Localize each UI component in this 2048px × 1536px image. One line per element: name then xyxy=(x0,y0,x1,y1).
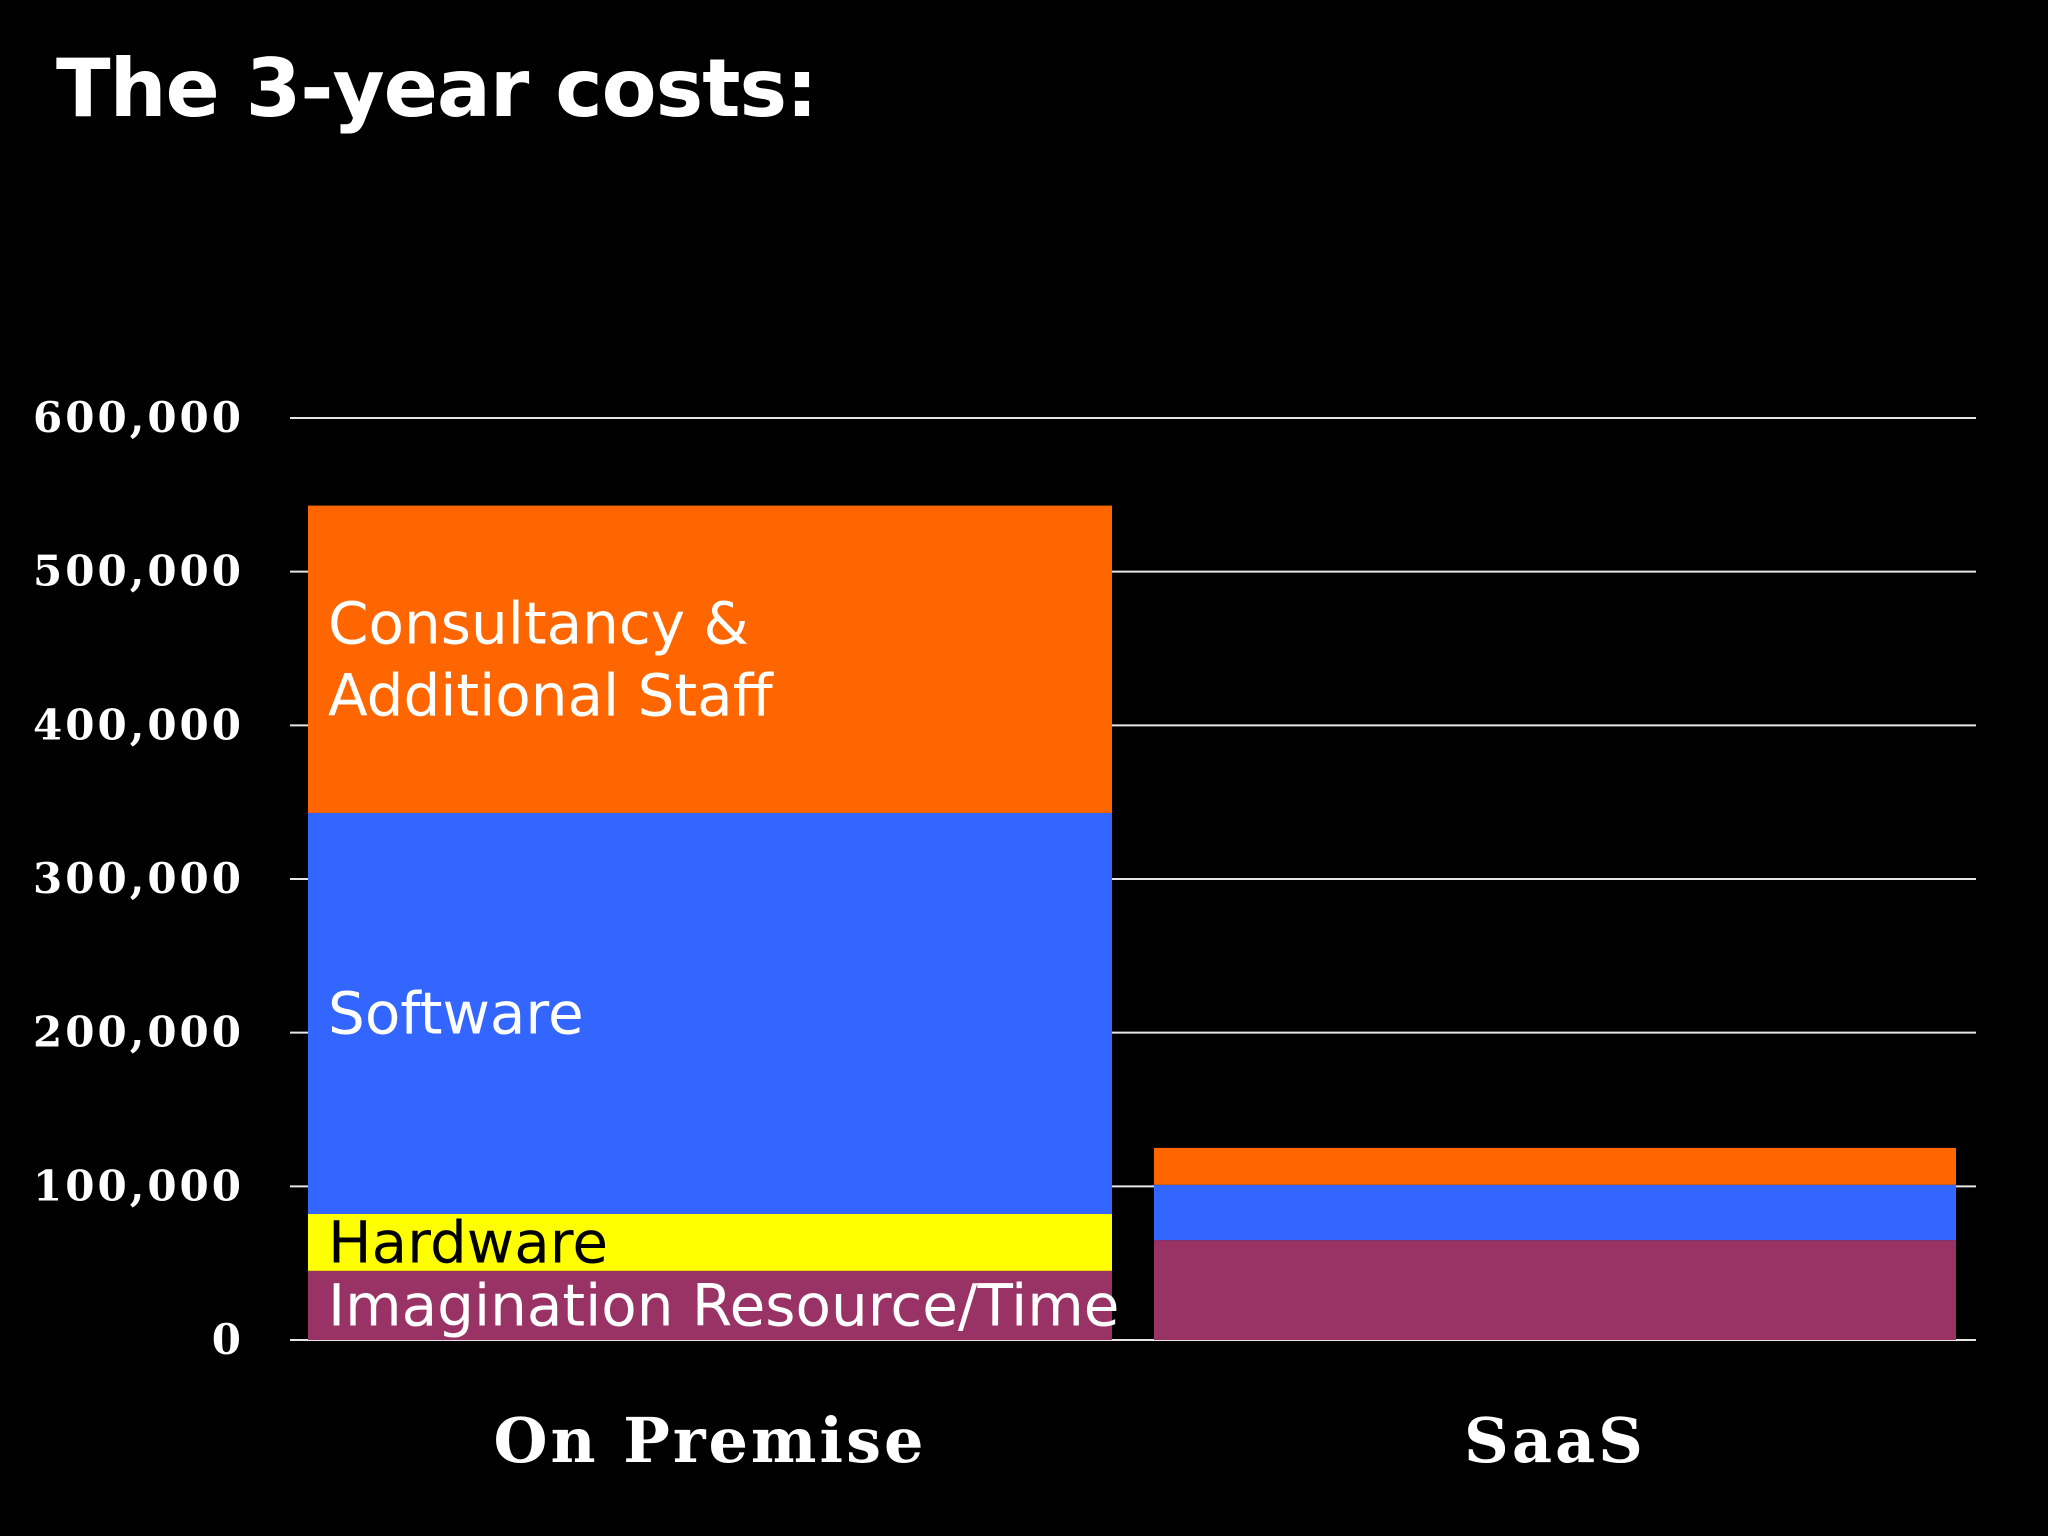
segment-label: Hardware xyxy=(328,1208,608,1276)
x-axis-category-labels: On Premise SaaS xyxy=(494,1404,1646,1477)
bar-segment xyxy=(308,1213,1112,1271)
y-axis-tick-labels: 0 100,000 200,000 300,000 400,000 500,000 600,… xyxy=(33,393,244,1364)
segment-label: Consultancy & Additional Staff xyxy=(328,589,775,729)
y-tick-label: 0 xyxy=(212,1315,244,1364)
slide-title: The 3-year costs: xyxy=(56,42,818,135)
bars xyxy=(308,505,1956,1340)
x-category-label: SaaS xyxy=(1464,1404,1646,1477)
y-tick-label: 500,000 xyxy=(33,547,244,596)
bar-segment xyxy=(308,1270,1112,1340)
y-tick-label: 400,000 xyxy=(33,700,244,749)
segment-label: Software xyxy=(328,979,584,1047)
y-tick-label: 200,000 xyxy=(33,1008,244,1057)
bar-segment xyxy=(1154,1184,1956,1241)
bar-segment xyxy=(308,812,1112,1214)
bar-segment xyxy=(308,505,1112,813)
bar-segment xyxy=(1154,1240,1956,1340)
y-tick-label: 600,000 xyxy=(33,393,244,442)
y-tick-label: 100,000 xyxy=(33,1161,244,1210)
bar-segment xyxy=(1154,1147,1956,1185)
segment-label: Imagination Resource/Time xyxy=(328,1271,1119,1339)
x-category-label: On Premise xyxy=(494,1404,927,1477)
y-tick-label: 300,000 xyxy=(33,854,244,903)
